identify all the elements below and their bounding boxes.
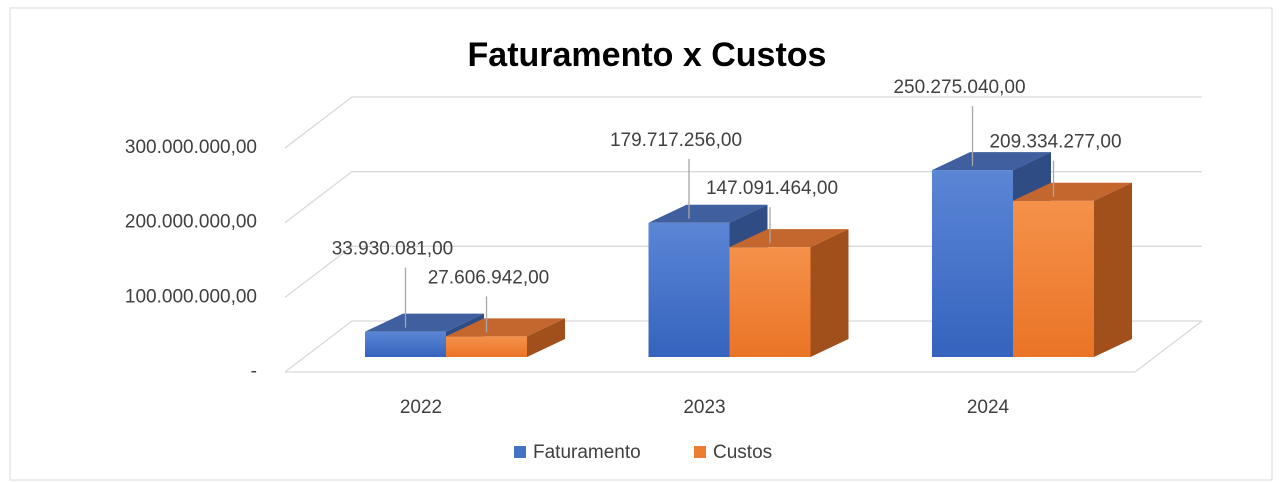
bar-side (810, 229, 849, 357)
bar-top (1013, 182, 1132, 201)
legend-swatch (694, 446, 706, 458)
bar (729, 229, 849, 357)
data-label: 147.091.464,00 (706, 178, 838, 199)
y-tick-label: 200.000.000,00 (125, 212, 257, 233)
bar-top (365, 313, 484, 332)
bar-top (729, 229, 849, 248)
chart-title: Faturamento x Custos (468, 36, 827, 74)
data-label: 250.275.040,00 (893, 77, 1025, 98)
y-tick-label: 300.000.000,00 (125, 137, 257, 158)
bar-side (527, 318, 565, 357)
bar-side (1094, 182, 1132, 357)
bar-front (932, 170, 1013, 357)
x-tick-label: 2023 (683, 397, 725, 418)
legend-label: Custos (713, 442, 772, 463)
grid-line (284, 245, 1202, 298)
bar-front (365, 331, 446, 357)
data-label: 179.717.256,00 (610, 130, 742, 151)
grid-line (284, 171, 1202, 224)
y-tick-label: 100.000.000,00 (125, 286, 257, 307)
bar-front (1013, 200, 1094, 357)
x-tick-label: 2024 (967, 397, 1010, 418)
grid-line (284, 320, 1202, 373)
grid-line (284, 96, 1202, 149)
legend-label: Faturamento (533, 442, 641, 463)
data-label: 27.606.942,00 (428, 267, 550, 288)
legend-swatch (514, 446, 526, 458)
data-label: 33.930.081,00 (332, 239, 454, 260)
bar (446, 318, 565, 357)
floor-edge (285, 320, 1203, 373)
bar-top (446, 318, 565, 337)
bar-front (648, 222, 730, 357)
bar-top (932, 152, 1051, 171)
data-label: 209.334.277,00 (989, 132, 1121, 153)
bar-front (446, 336, 527, 357)
bar-front (729, 247, 811, 357)
x-tick-label: 2022 (400, 397, 442, 418)
bar-top (648, 204, 768, 223)
y-tick-label: - (251, 361, 257, 382)
bar (1013, 182, 1132, 357)
